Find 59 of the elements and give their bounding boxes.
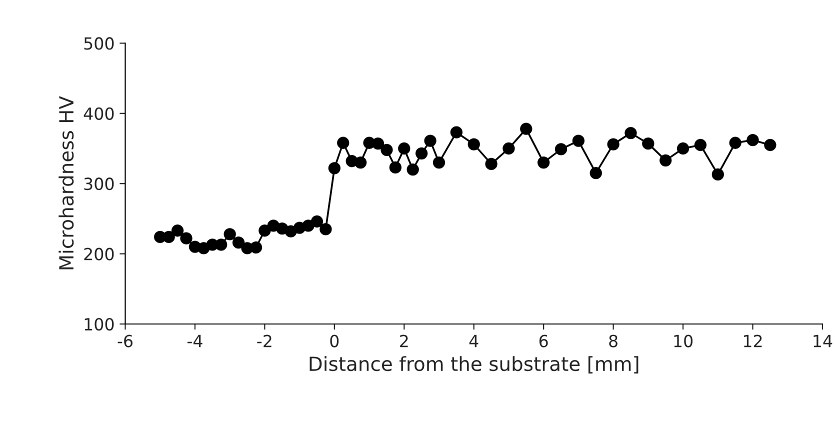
point [624, 126, 637, 140]
y-tick-label: 200 [84, 248, 114, 260]
point [729, 136, 742, 149]
x-axis-title: Distance from the substrate [mm] [310, 356, 638, 374]
y-tick-label: 400 [84, 107, 114, 120]
y-axis-title: Microhardness HV [58, 96, 74, 270]
point [232, 236, 245, 249]
point [398, 142, 410, 155]
point [380, 144, 393, 156]
point [554, 143, 568, 156]
point [415, 147, 428, 160]
x-tick-label: 6 [539, 334, 548, 348]
point [432, 156, 446, 169]
point [389, 161, 402, 174]
point [224, 228, 236, 240]
point [337, 136, 350, 149]
point [538, 156, 550, 169]
point [328, 162, 340, 174]
point [572, 134, 585, 147]
x-tick-label: -2 [257, 334, 272, 348]
x-tick-label: -4 [187, 334, 202, 348]
point [406, 163, 419, 176]
point [764, 138, 776, 152]
x-tick-label: 10 [674, 334, 693, 348]
point [660, 154, 672, 167]
y-tick-label: 100 [84, 318, 114, 331]
point [424, 134, 436, 147]
point [468, 138, 480, 150]
point [676, 142, 690, 155]
point [215, 238, 228, 251]
point [485, 158, 498, 170]
point [694, 138, 707, 152]
x-tick-label: -6 [118, 334, 133, 348]
x-tick-label: 8 [609, 334, 618, 348]
point [310, 215, 324, 228]
point [712, 168, 724, 181]
point [320, 223, 332, 236]
point [162, 230, 175, 244]
x-tick-label: 12 [744, 334, 762, 348]
point [171, 224, 184, 237]
point [258, 224, 271, 237]
point [502, 142, 515, 155]
point [302, 220, 314, 232]
y-tick-label: 500 [84, 37, 114, 50]
point [250, 241, 262, 254]
point [607, 138, 620, 150]
x-tick-label: 14 [814, 334, 832, 348]
point [354, 156, 367, 169]
point [372, 138, 384, 150]
point [746, 134, 759, 146]
point [520, 122, 532, 135]
y-tick-label: 300 [84, 178, 114, 190]
point [450, 126, 463, 138]
x-tick-label: 0 [330, 334, 339, 348]
point [590, 166, 602, 180]
x-tick-label: 4 [469, 334, 478, 348]
point [642, 138, 654, 150]
point [180, 232, 192, 244]
x-tick-label: 2 [400, 334, 408, 348]
